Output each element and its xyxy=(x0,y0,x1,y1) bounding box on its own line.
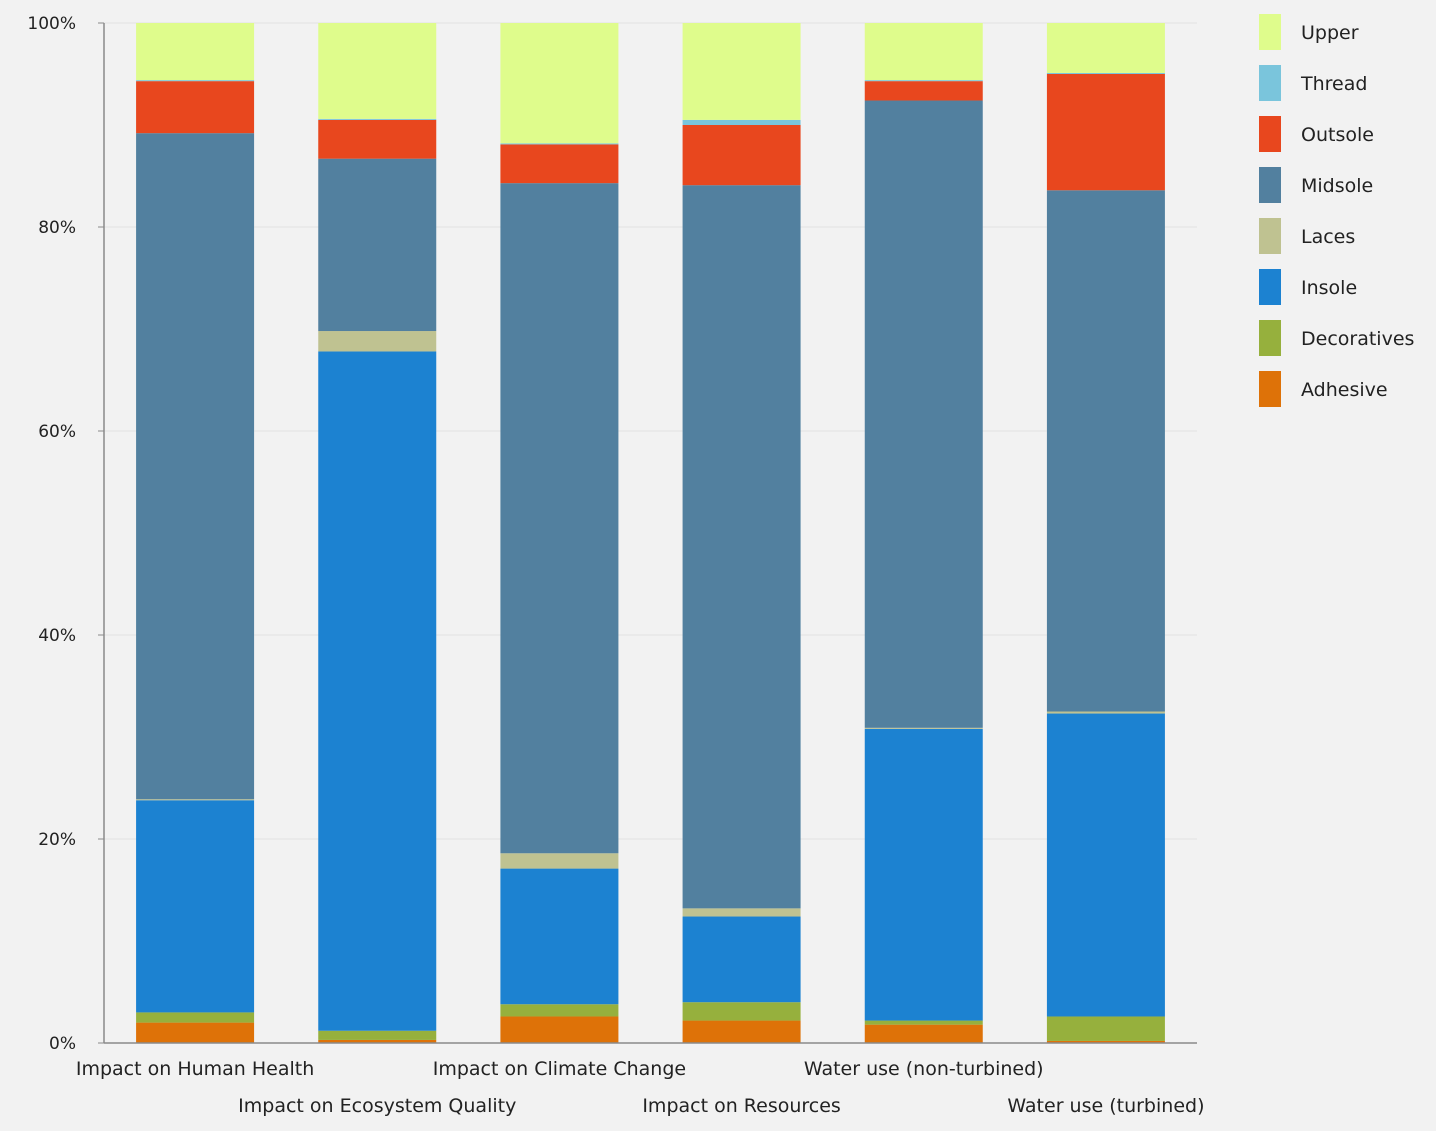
bar-segment-midsole-1 xyxy=(136,133,255,800)
bar-segment-upper-6 xyxy=(1046,23,1165,73)
bar-segment-thread-3 xyxy=(500,143,619,145)
bar-segment-adhesive-1 xyxy=(136,1022,255,1043)
y-tick-label: 80% xyxy=(38,218,76,238)
legend-label-outsole: Outsole xyxy=(1301,124,1374,146)
bar-segment-upper-4 xyxy=(682,23,801,120)
bar-segment-adhesive-2 xyxy=(318,1039,437,1043)
legend-swatch-outsole xyxy=(1259,116,1281,152)
y-tick-label: 0% xyxy=(49,1034,76,1054)
y-tick-label: 60% xyxy=(38,422,76,442)
legend-swatch-midsole xyxy=(1259,167,1281,203)
bar-segment-decoratives-1 xyxy=(136,1012,255,1023)
bar-segment-upper-2 xyxy=(318,23,437,119)
bar-segment-insole-4 xyxy=(682,916,801,1003)
legend-label-adhesive: Adhesive xyxy=(1301,379,1388,401)
legend-label-midsole: Midsole xyxy=(1301,175,1373,197)
bar-segment-midsole-3 xyxy=(500,183,619,854)
bar-segment-midsole-4 xyxy=(682,185,801,909)
x-tick-label: Impact on Climate Change xyxy=(433,1058,686,1080)
bar-segment-outsole-1 xyxy=(136,81,255,134)
legend-label-thread: Thread xyxy=(1300,73,1367,95)
bar-segment-decoratives-5 xyxy=(864,1020,983,1025)
bar-segment-upper-1 xyxy=(136,23,255,81)
legend-label-insole: Insole xyxy=(1301,277,1357,299)
bar-segment-laces-2 xyxy=(318,331,437,352)
bar-segment-laces-6 xyxy=(1046,711,1165,714)
bar-segment-outsole-2 xyxy=(318,119,437,159)
bars xyxy=(136,23,1165,1043)
bar-segment-thread-2 xyxy=(318,118,437,120)
bar-segment-adhesive-3 xyxy=(500,1016,619,1043)
bar-segment-thread-4 xyxy=(682,119,801,125)
bar-segment-decoratives-3 xyxy=(500,1004,619,1017)
legend-swatch-thread xyxy=(1259,65,1281,101)
y-tick-label: 100% xyxy=(27,14,76,34)
bar-segment-decoratives-4 xyxy=(682,1002,801,1021)
x-tick-label: Impact on Human Health xyxy=(76,1058,314,1080)
bar-segment-laces-1 xyxy=(136,799,255,801)
bar-segment-laces-3 xyxy=(500,853,619,869)
legend-label-laces: Laces xyxy=(1301,226,1355,248)
legend: Upper Thread Outsole Midsole Laces Insole Deco… xyxy=(1259,14,1414,407)
plot-area xyxy=(104,23,1197,1043)
x-tick-label: Impact on Resources xyxy=(642,1095,841,1117)
bar-segment-adhesive-4 xyxy=(682,1020,801,1043)
bar-segment-midsole-2 xyxy=(318,158,437,332)
bar-segment-laces-4 xyxy=(682,908,801,917)
bar-segment-decoratives-6 xyxy=(1046,1016,1165,1041)
legend-swatch-upper xyxy=(1259,14,1281,50)
bar-segment-adhesive-5 xyxy=(864,1024,983,1043)
bar-segment-laces-5 xyxy=(864,727,983,729)
bar-segment-thread-6 xyxy=(1046,72,1165,74)
y-tick-label: 20% xyxy=(38,830,76,850)
bar-segment-outsole-3 xyxy=(500,144,619,184)
y-tick-label: 40% xyxy=(38,626,76,646)
bar-segment-upper-3 xyxy=(500,23,619,144)
bar-segment-upper-5 xyxy=(864,23,983,81)
legend-swatch-laces xyxy=(1259,218,1281,254)
legend-swatch-insole xyxy=(1259,269,1281,305)
bar-segment-outsole-4 xyxy=(682,125,801,186)
bar-segment-outsole-6 xyxy=(1046,74,1165,191)
bar-segment-insole-5 xyxy=(864,728,983,1021)
legend-label-decoratives: Decoratives xyxy=(1301,328,1414,350)
x-tick-label: Water use (non-turbined) xyxy=(804,1058,1044,1080)
bar-segment-decoratives-2 xyxy=(318,1030,437,1040)
bar-segment-midsole-5 xyxy=(864,100,983,728)
bar-segment-adhesive-6 xyxy=(1046,1040,1165,1043)
legend-swatch-adhesive xyxy=(1259,371,1281,407)
axes: 0% 20% 40% 60% 80% 100% Impact on Human Health… xyxy=(27,14,1204,1117)
legend-label-upper: Upper xyxy=(1301,22,1359,44)
x-tick-label: Impact on Ecosystem Quality xyxy=(238,1095,516,1117)
bar-segment-insole-1 xyxy=(136,800,255,1013)
bar-segment-midsole-6 xyxy=(1046,190,1165,712)
x-tick-label: Water use (turbined) xyxy=(1007,1095,1204,1117)
legend-swatch-decoratives xyxy=(1259,320,1281,356)
bar-segment-thread-1 xyxy=(136,80,255,82)
bar-segment-thread-5 xyxy=(864,80,983,82)
bar-segment-insole-2 xyxy=(318,351,437,1031)
bar-segment-outsole-5 xyxy=(864,81,983,101)
grid xyxy=(104,22,1197,1043)
bar-segment-insole-6 xyxy=(1046,713,1165,1017)
bar-segment-insole-3 xyxy=(500,868,619,1005)
